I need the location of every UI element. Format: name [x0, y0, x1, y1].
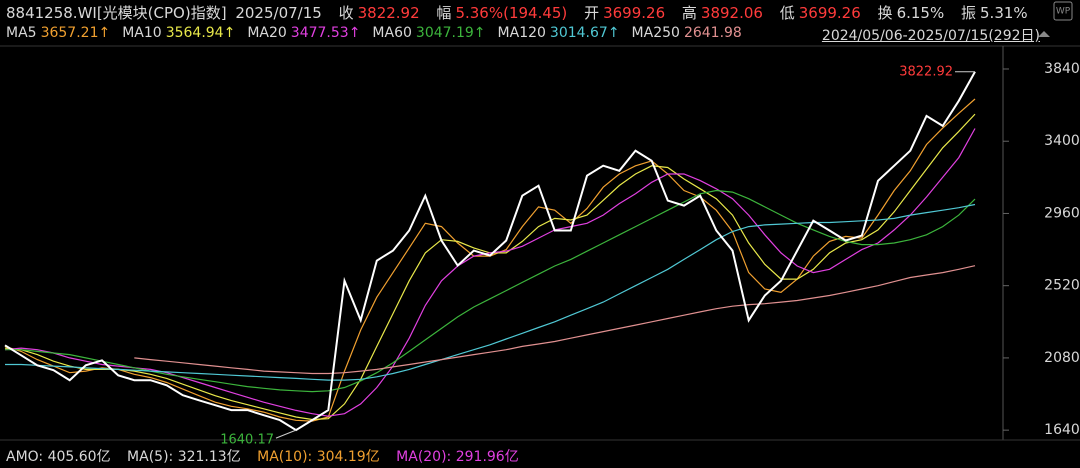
value: 3822.92: [357, 4, 420, 22]
min-label: 1640.17: [220, 433, 274, 448]
min-pointer: [275, 429, 297, 439]
amo-ma5: MA(5): 321.13亿: [127, 449, 241, 465]
legend-name: MA250: [631, 25, 680, 41]
value: 3892.06: [700, 4, 763, 22]
wp-icon-text[interactable]: WP: [1056, 7, 1071, 17]
code: 8841258.WI[光模块(CPO)指数]: [6, 4, 227, 22]
value: 3699.26: [603, 4, 666, 22]
amo-ma20: MA(20): 291.96亿: [396, 449, 519, 465]
legend-name: MA10: [122, 25, 162, 41]
y-tick-label: 2960: [1044, 205, 1080, 221]
volume-footer: AMO: 405.60亿 MA(5): 321.13亿 MA(10): 304.…: [6, 446, 523, 466]
ma-line: [4, 128, 976, 417]
legend-value: 3657.21↑: [40, 25, 111, 41]
max-label: 3822.92: [899, 64, 953, 79]
label: 振: [961, 4, 977, 22]
amo-ma10: MA(10): 304.19亿: [257, 449, 380, 465]
date-range[interactable]: 2024/05/06-2025/07/15(292日): [821, 28, 1040, 44]
legend-value: 3477.53↑: [290, 25, 361, 41]
ma-line: [4, 98, 976, 422]
wp-icon[interactable]: [1053, 1, 1073, 21]
legend-name: MA120: [497, 25, 546, 41]
collapse-icon[interactable]: [1038, 31, 1050, 37]
legend-value: 3047.19↑: [415, 25, 486, 41]
value: 5.31%: [980, 4, 1028, 22]
y-tick-label: 2520: [1044, 278, 1080, 294]
quote-header: 8841258.WI[光模块(CPO)指数] 2025/07/15 收 3822.…: [6, 2, 1032, 23]
label: 收: [338, 4, 354, 22]
ma-line: [134, 265, 976, 375]
price-line: [4, 71, 976, 432]
legend-name: MA20: [247, 25, 287, 41]
label: 高: [681, 4, 697, 22]
ma-line: [4, 113, 976, 421]
label: 幅: [436, 4, 452, 22]
amo: AMO: 405.60亿: [6, 449, 111, 465]
legend-value: 2641.98: [683, 25, 742, 41]
legend-name: MA5: [6, 25, 37, 41]
label: 开: [584, 4, 600, 22]
value: 5.36%(194.45): [455, 4, 568, 22]
y-tick-label: 1640: [1044, 422, 1080, 438]
legend-value: 3564.94↑: [165, 25, 236, 41]
y-tick-label: 3400: [1044, 133, 1080, 149]
ma-line: [5, 189, 976, 393]
date: 2025/07/15: [235, 4, 322, 22]
legend-name: MA60: [372, 25, 412, 41]
label: 低: [779, 4, 795, 22]
legend: MA5 3657.21↑ MA10 3564.94↑ MA20 3477.53↑ MA60 3…: [6, 25, 754, 41]
value: 6.15%: [896, 4, 945, 22]
legend-value: 3014.67↑: [549, 25, 620, 41]
label: 换: [877, 4, 893, 22]
value: 3699.26: [798, 4, 861, 22]
y-tick-label: 3840: [1044, 61, 1080, 77]
y-tick-label: 2080: [1044, 350, 1080, 366]
